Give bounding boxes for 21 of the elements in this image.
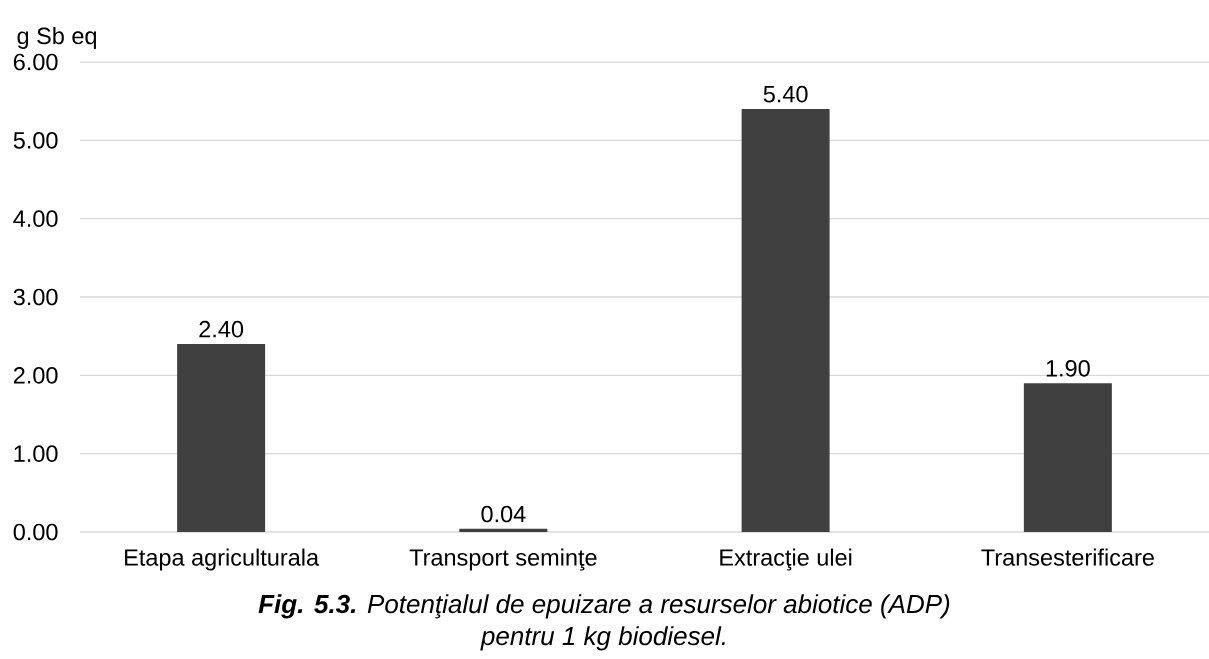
x-tick-label: Etapa agriculturala <box>125 548 320 571</box>
y-tick-label: 3.00 <box>13 288 58 306</box>
text: Fig. 5.3. Potenţialul de epuizare a resurselor abiotice (ADP) pentru 1 kg biodiesel. <box>258 594 950 651</box>
x-tick-label: Transesterificare <box>981 548 1154 566</box>
data-label: 0.04 <box>481 505 526 523</box>
y-tick-label: 1.00 <box>14 445 58 462</box>
y-tick-label: 0.00 <box>13 523 58 541</box>
bar <box>459 528 548 532</box>
bar <box>741 109 830 532</box>
x-tick-label: Transport seminţe <box>409 548 597 571</box>
bar <box>1023 383 1112 532</box>
y-tick-label: 5.00 <box>13 132 58 149</box>
y-tick-label: 2.00 <box>13 367 58 384</box>
data-label: 2.40 <box>199 320 244 338</box>
y-tick-label: 4.00 <box>13 210 58 227</box>
data-label: 5.40 <box>763 85 808 103</box>
y-tick-label: 6.00 <box>13 53 58 71</box>
bar <box>177 344 266 532</box>
x-tick-label: Extracţie ulei <box>720 548 852 571</box>
y-axis-title: g Sb eq <box>17 26 97 49</box>
data-label: 1.90 <box>1046 360 1090 377</box>
